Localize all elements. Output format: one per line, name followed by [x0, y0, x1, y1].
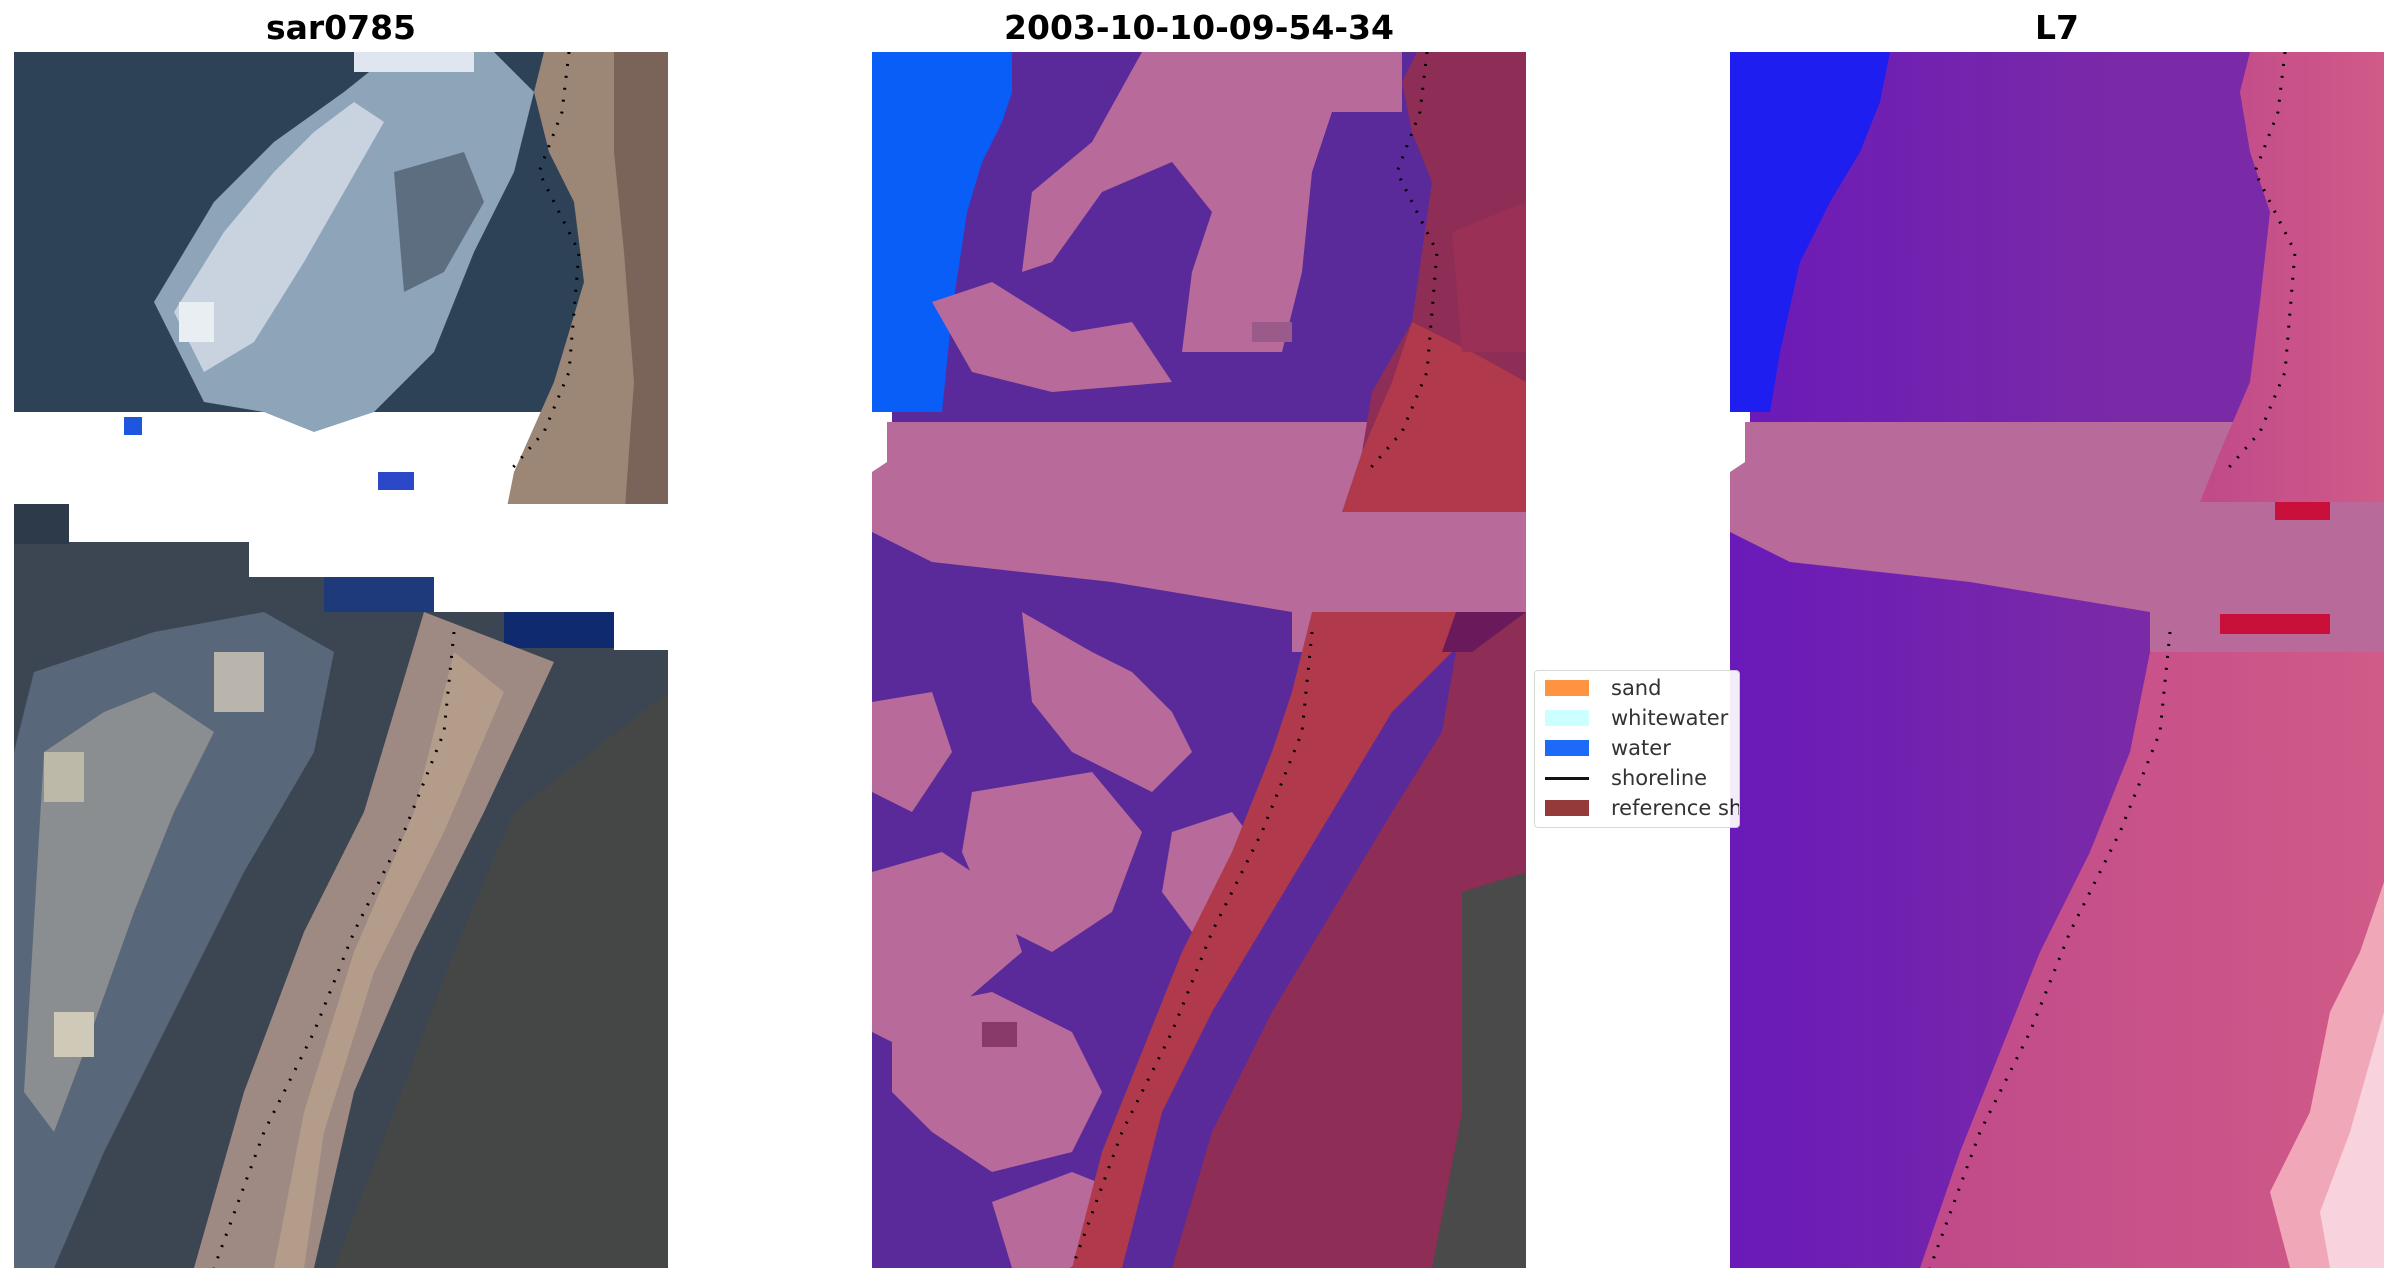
legend-item-shoreline: shoreline	[1545, 764, 1739, 792]
legend-label: shoreline	[1611, 766, 1708, 790]
classified-image-panel	[872, 52, 1526, 1268]
legend-line-shoreline	[1545, 776, 1589, 780]
legend-swatch-water	[1545, 740, 1589, 756]
legend-label: reference shoreline buffer	[1611, 796, 1740, 820]
classified-image	[872, 52, 1526, 1268]
satellite-image-panel	[14, 52, 668, 1268]
legend-label: whitewater	[1611, 706, 1729, 730]
legend-item-water: water	[1545, 734, 1739, 762]
legend-label: water	[1611, 736, 1671, 760]
legend-item-sand: sand	[1545, 674, 1739, 702]
legend-item-reference-shoreline: reference shoreline buffer	[1545, 794, 1740, 822]
legend-item-whitewater: whitewater	[1545, 704, 1739, 732]
panel-title-center: 2003-10-10-09-54-34	[1004, 8, 1394, 47]
legend-label: sand	[1611, 676, 1662, 700]
legend: sand whitewater water shoreline referenc…	[1534, 670, 1740, 828]
panel-title-right: L7	[2035, 8, 2079, 47]
panel-title-left: sar0785	[265, 8, 417, 47]
satellite-image	[14, 52, 668, 1268]
legend-swatch-reference	[1545, 800, 1589, 816]
index-image-panel	[1730, 52, 2384, 1268]
legend-swatch-whitewater	[1545, 710, 1589, 726]
legend-swatch-sand	[1545, 680, 1589, 696]
index-image	[1730, 52, 2384, 1268]
